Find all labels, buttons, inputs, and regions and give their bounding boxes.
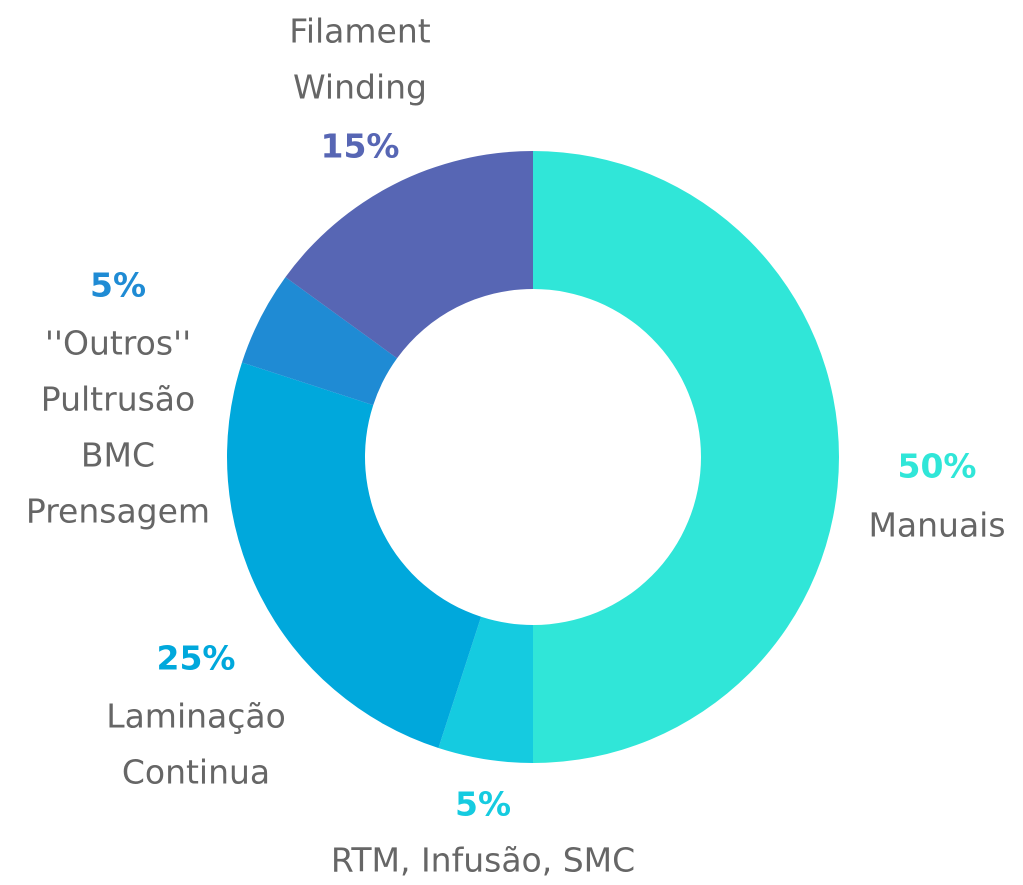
category-label: BMC bbox=[81, 436, 155, 475]
value-label: 25% bbox=[157, 639, 236, 678]
slice bbox=[285, 151, 533, 359]
category-label: RTM, Infusão, SMC bbox=[331, 841, 635, 880]
category-label: Manuais bbox=[868, 506, 1005, 545]
category-label: Laminação bbox=[106, 697, 286, 736]
slice bbox=[533, 151, 839, 763]
slice bbox=[226, 362, 482, 749]
category-label: Filament bbox=[289, 12, 431, 51]
category-label: Continua bbox=[122, 753, 270, 792]
category-label: ''Outros'' bbox=[45, 324, 191, 363]
value-label: 50% bbox=[898, 447, 977, 486]
slice bbox=[438, 616, 533, 763]
category-label: Pultrusão bbox=[41, 380, 195, 419]
value-label: 5% bbox=[455, 785, 511, 824]
value-label: 5% bbox=[90, 266, 146, 305]
slice bbox=[241, 277, 398, 406]
category-label: Winding bbox=[293, 68, 427, 107]
value-label: 15% bbox=[321, 127, 400, 166]
category-label: Prensagem bbox=[26, 492, 210, 531]
